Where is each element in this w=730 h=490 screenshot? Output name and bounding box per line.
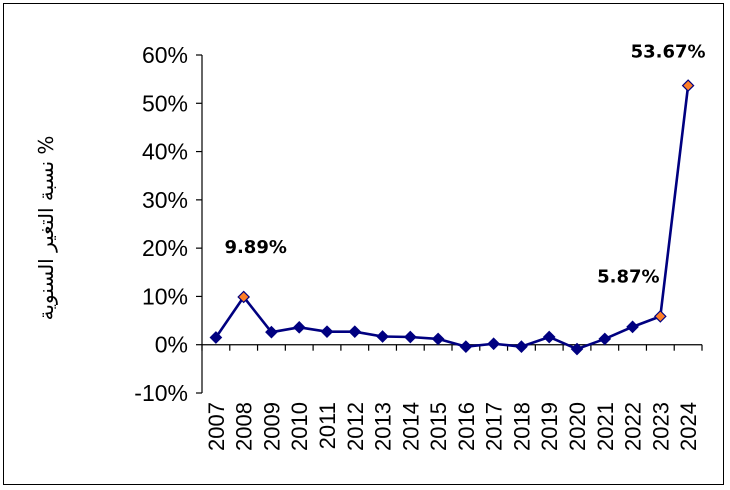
x-tick-label: 2023 bbox=[648, 402, 673, 451]
data-point-marker bbox=[653, 310, 667, 323]
y-axis-label: نسبة التغير السنوية % bbox=[34, 136, 58, 321]
data-point-marker bbox=[542, 330, 556, 344]
y-tick-label: 40% bbox=[142, 139, 188, 165]
x-tick-label: 2013 bbox=[371, 402, 396, 451]
data-point-marker bbox=[292, 320, 306, 334]
x-tick-label: 2011 bbox=[315, 402, 340, 449]
data-point-marker bbox=[348, 325, 362, 339]
y-tick-label: 60% bbox=[142, 42, 188, 68]
data-point-marker bbox=[403, 330, 417, 344]
y-tick-label: 50% bbox=[142, 90, 188, 116]
data-point-marker bbox=[320, 325, 334, 339]
x-tick-label: 2010 bbox=[287, 402, 312, 451]
data-point-marker bbox=[570, 342, 584, 356]
x-tick-label: 2024 bbox=[676, 402, 701, 451]
data-label: 5.87% bbox=[597, 266, 659, 287]
data-point-marker bbox=[237, 290, 251, 304]
chart-frame bbox=[3, 3, 724, 485]
data-point-marker bbox=[598, 332, 612, 346]
x-tick-label: 2022 bbox=[621, 402, 646, 451]
x-tick-label: 2008 bbox=[232, 402, 257, 451]
x-tick-label: 2015 bbox=[426, 402, 451, 451]
data-point-marker bbox=[626, 320, 639, 334]
x-tick-label: 2018 bbox=[509, 402, 534, 451]
data-point-marker bbox=[487, 337, 501, 351]
x-tick-label: 2007 bbox=[204, 402, 229, 451]
data-point-marker bbox=[265, 325, 278, 339]
x-tick-label: 2009 bbox=[259, 402, 284, 451]
y-tick-label: 0% bbox=[155, 332, 188, 358]
x-tick-label: 2012 bbox=[343, 402, 368, 451]
x-tick-label: 2019 bbox=[537, 402, 562, 451]
y-tick-label: -10% bbox=[134, 380, 188, 406]
data-label: 53.67% bbox=[631, 42, 706, 63]
data-point-marker bbox=[376, 330, 389, 343]
x-tick-label: 2017 bbox=[482, 402, 507, 451]
data-label: 9.89% bbox=[224, 237, 286, 258]
x-tick-label: 2016 bbox=[454, 402, 479, 451]
series-line bbox=[214, 85, 690, 351]
data-point-marker bbox=[515, 340, 528, 353]
data-point-marker bbox=[209, 331, 223, 344]
data-point-marker bbox=[431, 332, 445, 346]
x-tick-label: 2021 bbox=[593, 402, 618, 451]
x-tick-label: 2020 bbox=[565, 402, 590, 451]
data-point-marker bbox=[459, 340, 473, 353]
x-tick-label: 2014 bbox=[398, 402, 423, 451]
y-tick-label: 10% bbox=[142, 283, 188, 309]
y-tick-label: 20% bbox=[142, 235, 188, 261]
y-tick-label: 30% bbox=[142, 187, 188, 213]
data-point-marker bbox=[681, 79, 695, 92]
